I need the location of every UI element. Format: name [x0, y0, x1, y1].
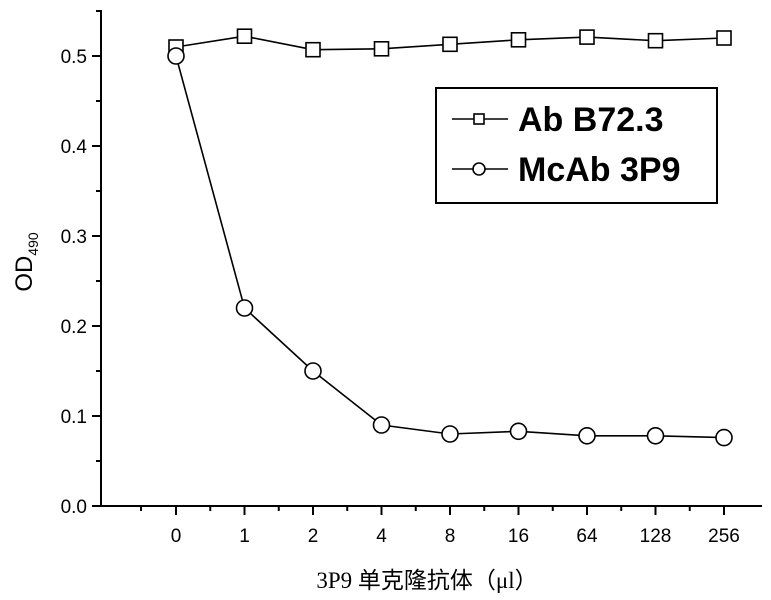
square-marker [716, 30, 732, 46]
circle-marker [578, 426, 596, 445]
x-tick-label: 16 [508, 526, 529, 547]
square-marker [305, 41, 321, 58]
x-tick-label: 2 [308, 526, 319, 547]
circle-marker [372, 416, 391, 434]
circle-marker [509, 422, 528, 441]
series-0 [168, 28, 732, 58]
legend-circle-marker [472, 162, 486, 176]
x-tick-label: 128 [640, 526, 672, 547]
legend-box [435, 87, 718, 204]
x-tick-label: 1 [239, 526, 250, 547]
square-marker [510, 31, 527, 48]
circle-marker [715, 428, 733, 447]
x-tick-label: 4 [376, 526, 387, 547]
y-axis-title: OD490 [11, 232, 41, 292]
square-marker [579, 29, 595, 45]
square-marker [442, 36, 458, 53]
legend-item: Ab B72.3 [452, 101, 664, 139]
y-tick-label: 0.4 [61, 137, 88, 158]
circle-marker [167, 47, 185, 65]
circle-marker [646, 426, 665, 445]
y-axis-title-subscript: 490 [25, 232, 41, 256]
y-tick-label: 0.5 [61, 47, 87, 68]
legend-square-marker [473, 113, 485, 125]
y-tick-label: 0.1 [61, 407, 87, 428]
circle-marker [441, 425, 459, 443]
square-marker [236, 28, 253, 45]
legend-label: Ab B72.3 [518, 101, 664, 139]
series-1 [167, 47, 733, 447]
y-tick-label: 0.3 [61, 227, 87, 248]
y-tick-label: 0.0 [61, 497, 87, 518]
x-tick-label: 256 [708, 526, 740, 547]
y-tick-label: 0.2 [61, 317, 87, 338]
circle-marker [304, 362, 322, 380]
legend: Ab B72.3 McAb 3P9 [435, 87, 718, 204]
circle-marker [235, 299, 254, 317]
y-axis-title-main: OD [11, 256, 38, 292]
square-marker [373, 40, 390, 57]
x-tick-label: 8 [445, 526, 456, 547]
x-tick-label: 64 [576, 526, 598, 547]
x-axis-title: 3P9 单克隆抗体（μl） [316, 568, 537, 593]
legend-label: McAb 3P9 [518, 151, 681, 189]
legend-item: McAb 3P9 [452, 151, 681, 189]
square-marker [647, 32, 664, 49]
x-tick-label: 0 [171, 526, 182, 547]
